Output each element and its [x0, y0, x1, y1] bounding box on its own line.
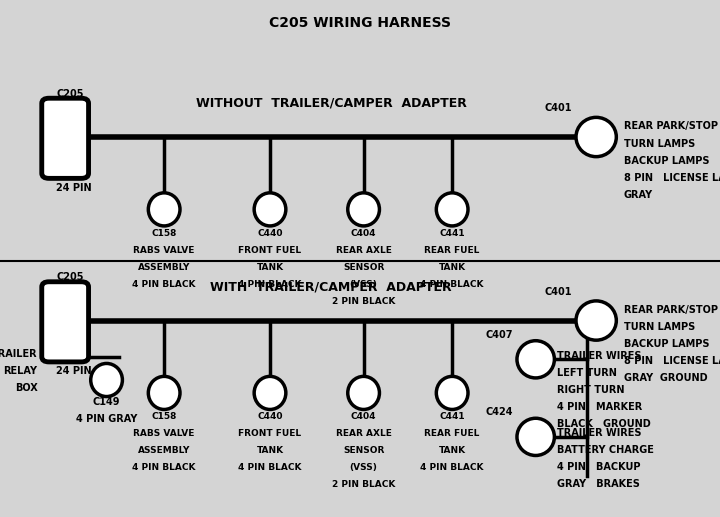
Text: C441: C441: [439, 412, 465, 421]
Text: GRAY  GROUND: GRAY GROUND: [624, 373, 707, 383]
Text: WITH  TRAILER/CAMPER  ADAPTER: WITH TRAILER/CAMPER ADAPTER: [210, 280, 452, 294]
Ellipse shape: [348, 193, 379, 226]
Ellipse shape: [576, 301, 616, 340]
Text: C158: C158: [151, 412, 177, 421]
Text: 4 PIN BLACK: 4 PIN BLACK: [420, 463, 484, 472]
Text: 4 PIN BLACK: 4 PIN BLACK: [238, 463, 302, 472]
Text: REAR AXLE: REAR AXLE: [336, 246, 392, 254]
Text: BOX: BOX: [14, 383, 37, 393]
Text: WITHOUT  TRAILER/CAMPER  ADAPTER: WITHOUT TRAILER/CAMPER ADAPTER: [196, 97, 467, 110]
Text: FRONT FUEL: FRONT FUEL: [238, 246, 302, 254]
Text: REAR PARK/STOP: REAR PARK/STOP: [624, 305, 718, 315]
Text: C441: C441: [439, 229, 465, 237]
Text: C149: C149: [93, 397, 120, 407]
FancyBboxPatch shape: [42, 98, 89, 178]
FancyBboxPatch shape: [42, 282, 89, 362]
Text: TRAILER WIRES: TRAILER WIRES: [557, 428, 641, 438]
Text: GRAY   BRAKES: GRAY BRAKES: [557, 479, 639, 489]
Ellipse shape: [148, 193, 180, 226]
Ellipse shape: [148, 376, 180, 409]
Text: C404: C404: [351, 412, 377, 421]
Ellipse shape: [348, 376, 379, 409]
Text: C440: C440: [257, 412, 283, 421]
Text: 2 PIN BLACK: 2 PIN BLACK: [332, 297, 395, 306]
Text: BATTERY CHARGE: BATTERY CHARGE: [557, 445, 654, 455]
Ellipse shape: [436, 376, 468, 409]
Text: FRONT FUEL: FRONT FUEL: [238, 429, 302, 438]
Ellipse shape: [254, 376, 286, 409]
Text: BACKUP LAMPS: BACKUP LAMPS: [624, 339, 709, 349]
Text: GRAY: GRAY: [624, 190, 652, 200]
Text: RIGHT TURN: RIGHT TURN: [557, 385, 624, 394]
Ellipse shape: [91, 363, 122, 397]
Text: ASSEMBLY: ASSEMBLY: [138, 263, 190, 271]
Text: (VSS): (VSS): [350, 280, 377, 288]
Text: REAR PARK/STOP: REAR PARK/STOP: [624, 121, 718, 131]
Text: 2 PIN BLACK: 2 PIN BLACK: [332, 480, 395, 489]
Text: TANK: TANK: [438, 263, 466, 271]
Text: SENSOR: SENSOR: [343, 446, 384, 455]
Text: ASSEMBLY: ASSEMBLY: [138, 446, 190, 455]
Text: BLACK   GROUND: BLACK GROUND: [557, 419, 650, 429]
Text: 4 PIN BLACK: 4 PIN BLACK: [132, 463, 196, 472]
Text: SENSOR: SENSOR: [343, 263, 384, 271]
Text: REAR FUEL: REAR FUEL: [425, 429, 480, 438]
Text: C401: C401: [545, 287, 572, 297]
Text: C407: C407: [486, 330, 513, 340]
Text: 8 PIN   LICENSE LAMPS: 8 PIN LICENSE LAMPS: [624, 356, 720, 366]
Text: C205: C205: [56, 89, 84, 99]
Text: BACKUP LAMPS: BACKUP LAMPS: [624, 156, 709, 165]
Text: RABS VALVE: RABS VALVE: [133, 429, 195, 438]
Text: 4 PIN   BACKUP: 4 PIN BACKUP: [557, 462, 640, 472]
Text: RABS VALVE: RABS VALVE: [133, 246, 195, 254]
Text: 4 PIN BLACK: 4 PIN BLACK: [132, 280, 196, 288]
Text: C424: C424: [486, 407, 513, 417]
Text: TRAILER WIRES: TRAILER WIRES: [557, 351, 641, 360]
Text: REAR FUEL: REAR FUEL: [425, 246, 480, 254]
Text: TANK: TANK: [438, 446, 466, 455]
Text: 4 PIN   MARKER: 4 PIN MARKER: [557, 402, 642, 412]
Text: C205 WIRING HARNESS: C205 WIRING HARNESS: [269, 16, 451, 31]
Text: 24 PIN: 24 PIN: [56, 366, 91, 375]
Text: 4 PIN BLACK: 4 PIN BLACK: [238, 280, 302, 288]
Text: C158: C158: [151, 229, 177, 237]
Text: C205: C205: [56, 272, 84, 282]
Text: LEFT TURN: LEFT TURN: [557, 368, 616, 377]
Text: C401: C401: [545, 103, 572, 113]
Text: TANK: TANK: [256, 263, 284, 271]
Text: 24 PIN: 24 PIN: [56, 183, 91, 192]
Text: RELAY: RELAY: [4, 366, 37, 376]
Ellipse shape: [517, 418, 554, 455]
Text: 4 PIN GRAY: 4 PIN GRAY: [76, 414, 138, 424]
Text: C440: C440: [257, 229, 283, 237]
Ellipse shape: [576, 117, 616, 157]
Ellipse shape: [517, 341, 554, 378]
Text: (VSS): (VSS): [350, 463, 377, 472]
Ellipse shape: [436, 193, 468, 226]
Text: REAR AXLE: REAR AXLE: [336, 429, 392, 438]
Text: TANK: TANK: [256, 446, 284, 455]
Text: TRAILER: TRAILER: [0, 349, 37, 359]
Text: 8 PIN   LICENSE LAMPS: 8 PIN LICENSE LAMPS: [624, 173, 720, 183]
Text: TURN LAMPS: TURN LAMPS: [624, 322, 695, 332]
Text: C404: C404: [351, 229, 377, 237]
Text: 4 PIN BLACK: 4 PIN BLACK: [420, 280, 484, 288]
Ellipse shape: [254, 193, 286, 226]
Text: TURN LAMPS: TURN LAMPS: [624, 139, 695, 148]
